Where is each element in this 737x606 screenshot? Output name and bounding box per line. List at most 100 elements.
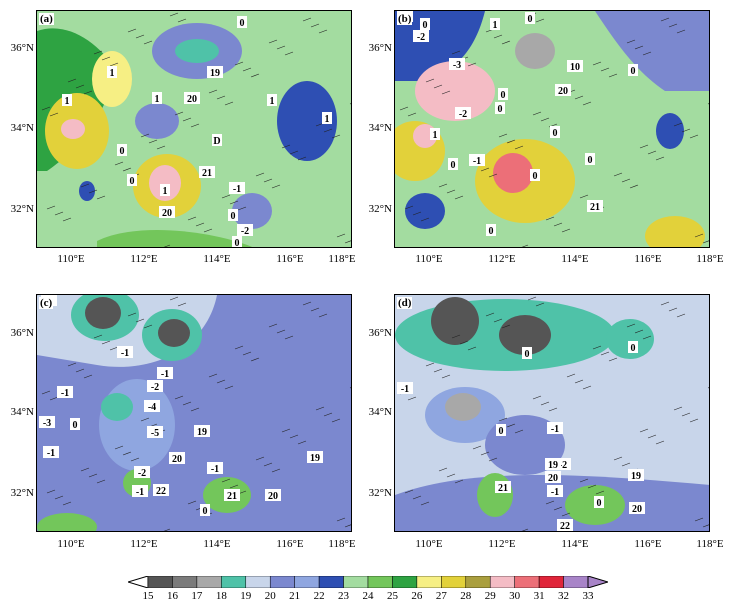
wind-barb: [156, 145, 166, 150]
lat-tick-32-a: 32°N: [10, 203, 34, 215]
wind-barb: [412, 495, 422, 500]
lon-tick-116-d: 116°E: [634, 538, 662, 550]
contour-label: 20: [545, 471, 561, 484]
colorbar-level-label: 26: [411, 590, 423, 602]
colorbar-level-label: 30: [509, 590, 521, 602]
contour-label: 19: [628, 469, 644, 482]
wind-barb: [318, 313, 328, 318]
wind-barb: [229, 484, 239, 489]
wind-barb: [521, 244, 529, 247]
wind-barb: [451, 334, 461, 339]
lon-tick-118-a: 118°E: [328, 253, 356, 265]
contour-label: -4: [144, 400, 160, 413]
wind-barb: [535, 18, 545, 23]
wind-barb: [93, 334, 103, 339]
colorbar-swatch: [221, 576, 247, 588]
wind-barb: [595, 490, 605, 495]
colorbar-level-label: 24: [362, 590, 374, 602]
wind-barb: [182, 401, 192, 406]
wind-barb: [668, 307, 678, 312]
svg-text:0: 0: [528, 14, 533, 25]
wind-barb: [67, 78, 77, 83]
svg-text:-2: -2: [559, 460, 567, 471]
colorbar-swatch: [343, 576, 369, 588]
wind-barb: [454, 195, 464, 200]
lon-tick-112-b: 112°E: [488, 253, 516, 265]
wind-barb: [242, 351, 252, 356]
wind-barb: [506, 139, 516, 144]
contour-label: -1: [57, 386, 73, 399]
contour-label: 20: [184, 92, 200, 105]
panel-c-label: (c): [39, 297, 54, 309]
wind-barb: [613, 172, 623, 177]
svg-text:-1: -1: [473, 156, 481, 167]
wind-barb: [331, 418, 341, 423]
contour-label: 10: [567, 60, 583, 73]
lat-tick-34-b: 34°N: [368, 122, 392, 134]
colorbar-level-label: 25: [386, 590, 398, 602]
wind-barb: [407, 396, 417, 401]
colorbar-swatch: [514, 576, 540, 588]
wind-barb: [566, 373, 576, 378]
contour-label: 1: [490, 18, 500, 31]
wind-barb: [302, 301, 312, 306]
wind-barb: [493, 34, 503, 39]
contour-label: 0: [448, 158, 458, 171]
colorbar-min-arrow: [128, 576, 149, 588]
svg-text:20: 20: [632, 504, 642, 515]
wind-barb: [203, 228, 213, 233]
wind-barb: [135, 34, 145, 39]
wind-barb: [331, 134, 341, 139]
colorbar-level-label: 28: [460, 590, 472, 602]
colorbar-swatch: [563, 576, 589, 588]
colorbar-max-arrow: [587, 576, 608, 588]
wind-barb: [297, 440, 307, 445]
colorbar: [128, 576, 608, 588]
contour-label: -1: [469, 154, 485, 167]
contour-label: -5: [147, 426, 163, 439]
contour-label: 0: [628, 64, 638, 77]
wind-barb: [694, 517, 704, 522]
svg-text:22: 22: [560, 521, 570, 532]
wind-barb: [318, 29, 328, 34]
svg-text:19: 19: [631, 471, 641, 482]
wind-barb: [221, 194, 231, 199]
wind-barb: [255, 456, 265, 461]
contour-label: 0: [628, 341, 638, 354]
svg-text:1: 1: [163, 186, 168, 197]
wind-barb: [54, 495, 64, 500]
contour-label: 0: [127, 174, 137, 187]
wind-barb: [195, 222, 205, 227]
wind-barb: [467, 346, 477, 351]
svg-text:0: 0: [120, 146, 125, 157]
contour-label: -1: [397, 382, 413, 395]
colorbar-level-label: 32: [558, 590, 570, 602]
svg-text:-1: -1: [61, 388, 69, 399]
svg-text:-4: -4: [148, 402, 156, 413]
contour-label: 0: [70, 418, 80, 431]
contour-label: D: [212, 134, 222, 147]
wind-barb: [626, 39, 636, 44]
wind-barb: [561, 512, 571, 517]
contour-label: -1: [207, 462, 223, 475]
wind-barb: [127, 312, 137, 317]
wind-barb: [425, 78, 435, 83]
lat-tick-36-c: 36°N: [10, 327, 34, 339]
wind-barb: [545, 500, 555, 505]
wind-barb: [501, 40, 511, 45]
wind-barb: [289, 150, 299, 155]
wind-barb: [592, 61, 602, 66]
colorbar-level-label: 21: [289, 590, 301, 602]
svg-text:-1: -1: [551, 487, 559, 498]
wind-barb: [480, 167, 490, 172]
wind-barb: [187, 216, 197, 221]
wind-barb: [451, 50, 461, 55]
svg-text:-1: -1: [121, 348, 129, 359]
wind-barb: [250, 73, 260, 78]
wind-barb: [297, 156, 307, 161]
map-panel-a: 0 1 1 19 20 1 1 1 0 D 0 21 1 20 -1 0 -2 0 (a): [36, 10, 352, 248]
colorbar-level-label: 19: [240, 590, 252, 602]
contour-label: 19: [307, 451, 323, 464]
wind-barb: [446, 473, 456, 478]
